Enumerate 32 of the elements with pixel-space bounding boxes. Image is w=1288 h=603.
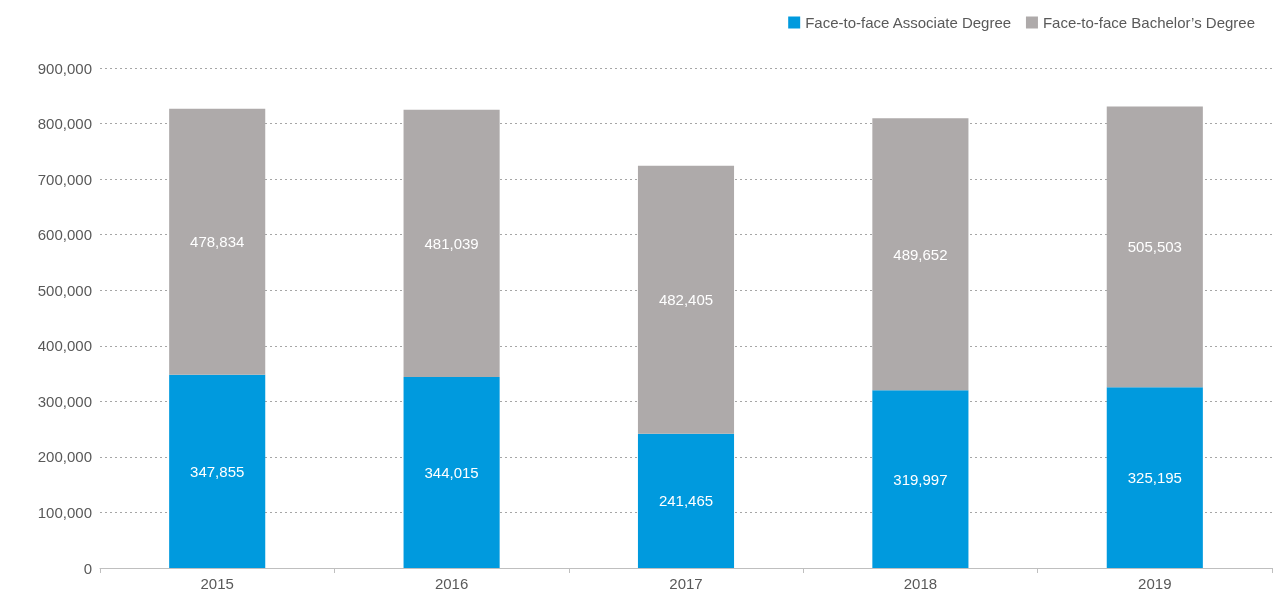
y-tick-label: 500,000 xyxy=(37,281,92,299)
y-tick-label: 600,000 xyxy=(37,226,92,244)
y-tick-label: 900,000 xyxy=(37,59,92,77)
data-label: 319,997 xyxy=(893,470,948,488)
data-label: 481,039 xyxy=(424,234,479,252)
data-label: 325,195 xyxy=(1127,469,1182,487)
data-label: 505,503 xyxy=(1127,238,1182,256)
x-tick-label: 2018 xyxy=(903,575,938,592)
data-label: 482,405 xyxy=(658,291,714,309)
x-tick-label: 2015 xyxy=(200,575,234,592)
x-tick-label: 2016 xyxy=(434,575,469,592)
bar xyxy=(872,390,969,568)
data-label: 489,652 xyxy=(893,245,948,263)
data-label: 344,015 xyxy=(424,463,479,481)
bar xyxy=(169,374,266,568)
y-tick-label: 200,000 xyxy=(37,448,92,466)
y-tick-label: 100,000 xyxy=(37,503,92,521)
bar xyxy=(1106,387,1203,568)
bar xyxy=(403,376,500,568)
y-tick-label: 300,000 xyxy=(37,392,92,410)
y-tick-label: 400,000 xyxy=(37,337,92,355)
data-label: 347,855 xyxy=(190,462,245,480)
legend-label: Face-to-face Associate Degree xyxy=(805,14,1012,31)
y-tick-label: 700,000 xyxy=(37,170,92,188)
data-label: 478,834 xyxy=(190,233,245,251)
data-label: 241,465 xyxy=(658,492,714,510)
x-tick-label: 2019 xyxy=(1138,575,1172,592)
y-tick-label: 0 xyxy=(83,559,92,577)
x-tick-label: 2017 xyxy=(669,575,703,592)
y-tick-label: 800,000 xyxy=(37,115,92,133)
bar xyxy=(637,433,735,568)
legend-label: Face-to-face Bachelor’s Degree xyxy=(1042,14,1256,31)
